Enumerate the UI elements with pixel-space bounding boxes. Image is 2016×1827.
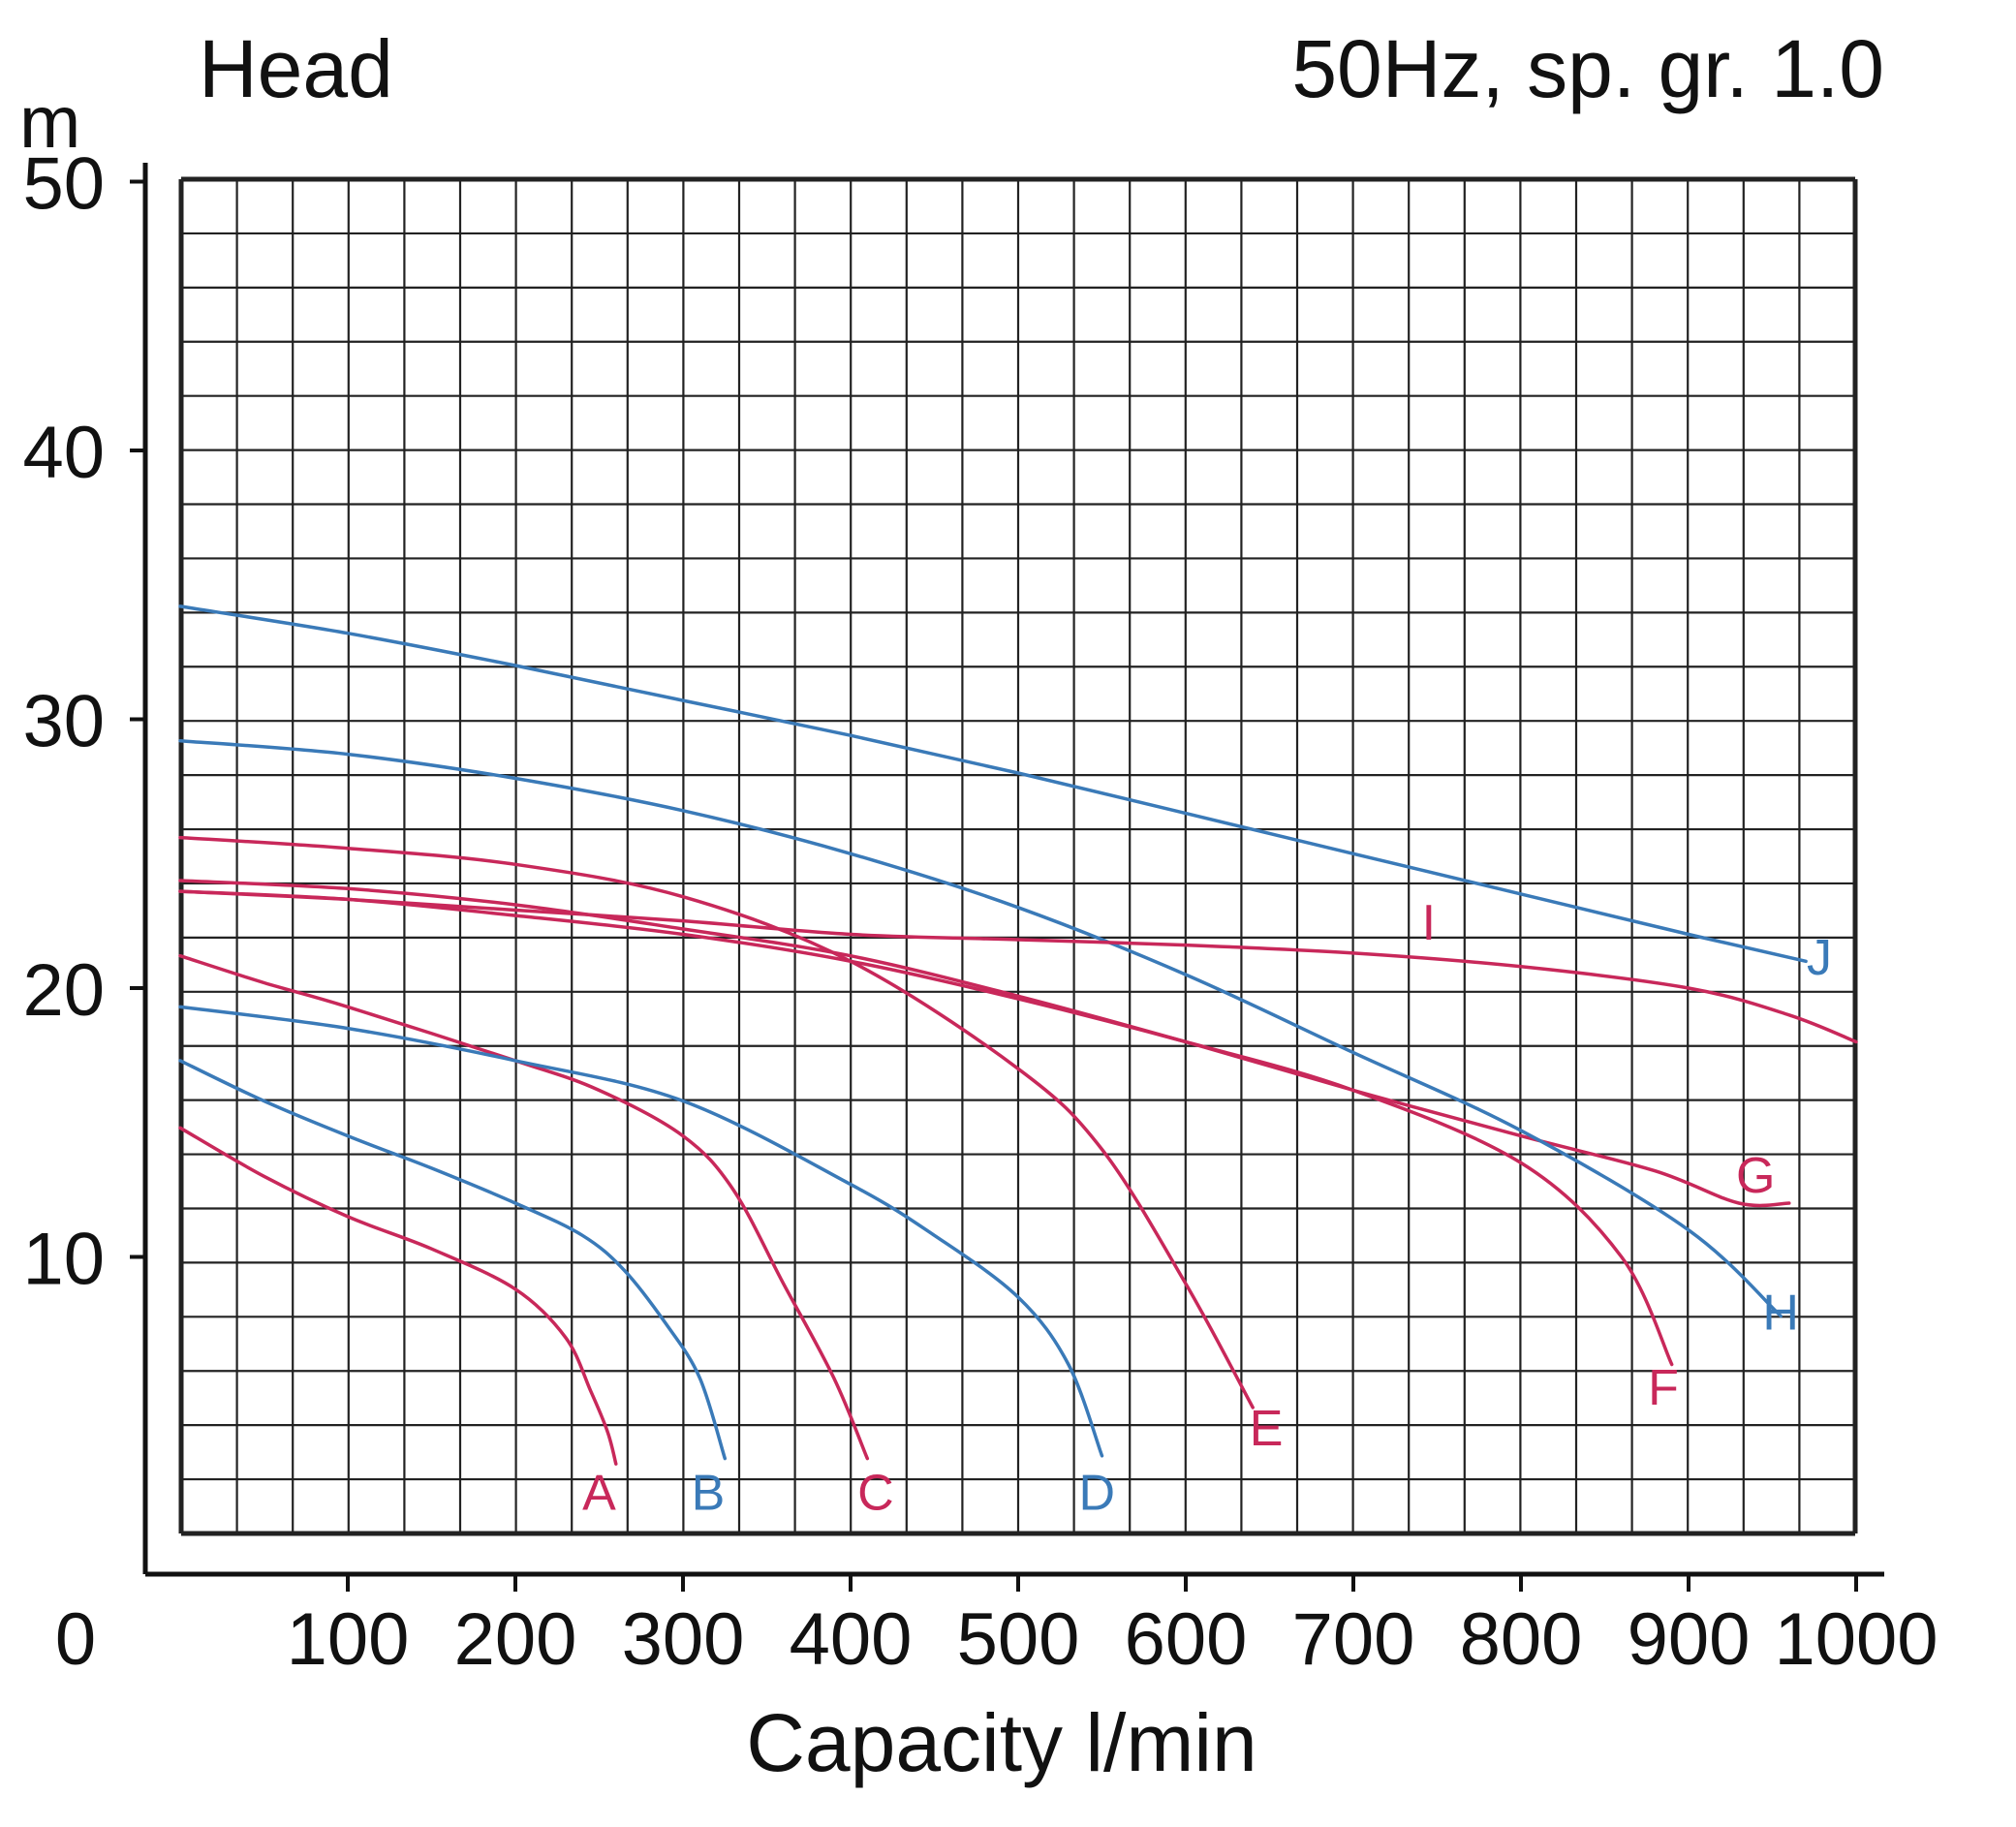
y-tick-label: 40 [22, 412, 105, 494]
x-tick-label: 900 [1628, 1598, 1751, 1681]
chart-title-head: Head [199, 23, 393, 114]
series-label-d: D [1079, 1465, 1116, 1521]
series-labels: A B C D E F G H I J [582, 895, 1832, 1521]
series-line-c [178, 953, 870, 1461]
x-tick-label: 700 [1292, 1598, 1415, 1681]
series [178, 604, 1858, 1466]
x-tick-label: 300 [622, 1598, 745, 1681]
series-label-e: E [1250, 1401, 1284, 1457]
y-axis-unit: m [19, 81, 80, 164]
series-line-f [178, 889, 1674, 1367]
series-label-b: B [692, 1465, 726, 1521]
x-tick-label: 200 [454, 1598, 577, 1681]
series-line-g [178, 879, 1791, 1208]
series-label-j: J [1807, 930, 1832, 986]
x-tick-label: 100 [287, 1598, 410, 1681]
origin-label: 0 [55, 1598, 96, 1681]
series-line-i [178, 889, 1858, 1044]
series-label-h: H [1762, 1285, 1799, 1341]
series-label-f: F [1648, 1360, 1679, 1416]
y-tick-label: 30 [22, 681, 105, 763]
x-axis-title: Capacity l/min [746, 1697, 1257, 1788]
x-tick-label: 800 [1460, 1598, 1583, 1681]
series-line-a [178, 1126, 618, 1466]
axes [142, 163, 1884, 1577]
series-label-c: C [857, 1465, 894, 1521]
series-line-d [178, 1005, 1104, 1458]
x-tick-label: 500 [957, 1598, 1080, 1681]
series-line-j [178, 604, 1808, 964]
y-tick-label: 20 [22, 949, 105, 1032]
x-tick-label: 400 [790, 1598, 913, 1681]
series-label-g: G [1736, 1148, 1775, 1204]
x-tick-label: 1000 [1774, 1598, 1938, 1681]
series-line-b [178, 1059, 728, 1461]
y-tick-label: 10 [22, 1219, 105, 1301]
series-label-i: I [1422, 895, 1436, 951]
series-label-a: A [582, 1465, 616, 1521]
y-tick-label: 50 [22, 143, 105, 226]
x-ticks: 100 200 300 400 500 600 700 800 900 1000 [287, 1574, 1938, 1681]
chart-title-conditions: 50Hz, sp. gr. 1.0 [1291, 23, 1884, 114]
series-line-h [178, 738, 1783, 1318]
x-tick-label: 600 [1125, 1598, 1248, 1681]
grid [178, 176, 1858, 1536]
y-ticks: 10 20 30 40 50 [22, 143, 145, 1301]
